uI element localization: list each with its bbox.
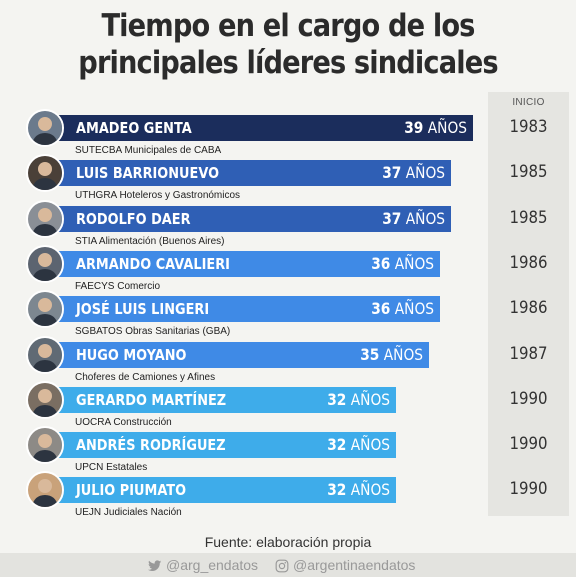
bar-value-label: 36 AÑOS bbox=[371, 251, 434, 277]
twitter-handle[interactable]: @arg_endatos bbox=[148, 557, 258, 573]
bar-value-label: 36 AÑOS bbox=[371, 296, 434, 322]
bar-unit: AÑOS bbox=[346, 480, 391, 500]
bar: GERARDO MARTÍNEZ 32 AÑOS bbox=[46, 386, 397, 413]
inicio-year: 1990 bbox=[509, 479, 548, 500]
union-label: SGBATOS Obras Sanitarias (GBA) bbox=[75, 326, 231, 338]
leader-row: GERARDO MARTÍNEZ 32 AÑOS UOCRA Construcció… bbox=[0, 380, 576, 432]
avatar bbox=[26, 154, 64, 193]
leader-row: AMADEO GENTA 39 AÑOS SUTECBA Municipales d… bbox=[0, 109, 576, 160]
avatar bbox=[26, 335, 64, 374]
bar-unit: AÑOS bbox=[346, 389, 391, 409]
leader-name: AMADEO GENTA bbox=[76, 119, 192, 137]
bar-value-label: 32 AÑOS bbox=[328, 477, 391, 503]
inicio-year: 1990 bbox=[509, 388, 548, 409]
bar-value: 32 bbox=[327, 389, 347, 409]
union-label: FAECYS Comercio bbox=[75, 280, 161, 292]
leader-row: ARMANDO CAVALIERI 36 AÑOS FAECYS Comercio 1… bbox=[0, 244, 576, 296]
bar: JULIO PIUMATO 32 AÑOS bbox=[46, 477, 397, 504]
bar: JOSÉ LUIS LINGERI 36 AÑOS bbox=[46, 296, 441, 323]
instagram-icon bbox=[275, 559, 289, 573]
inicio-year: 1985 bbox=[509, 207, 548, 228]
inicio-year: 1985 bbox=[509, 162, 548, 183]
leader-name: ANDRÉS RODRÍGUEZ bbox=[76, 436, 226, 455]
avatar bbox=[26, 426, 64, 465]
avatar bbox=[26, 199, 64, 238]
bar-unit: AÑOS bbox=[390, 299, 435, 319]
leader-name: ARMANDO CAVALIERI bbox=[76, 254, 230, 273]
leader-name: JOSÉ LUIS LINGERI bbox=[76, 300, 210, 319]
bar: ARMANDO CAVALIERI 36 AÑOS bbox=[46, 250, 441, 277]
union-label: Choferes de Camiones y Afines bbox=[75, 371, 216, 383]
twitter-icon bbox=[148, 560, 162, 572]
bar-unit: AÑOS bbox=[401, 163, 446, 183]
leader-row: HUGO MOYANO 35 AÑOS Choferes de Camiones y… bbox=[0, 335, 576, 387]
bar: ANDRÉS RODRÍGUEZ 32 AÑOS bbox=[46, 432, 397, 459]
bar-value-label: 37 AÑOS bbox=[382, 160, 445, 186]
bar-value-label: 32 AÑOS bbox=[328, 432, 391, 458]
inicio-year: 1986 bbox=[509, 252, 548, 273]
bar-value: 37 bbox=[382, 163, 402, 183]
bar-value-label: 35 AÑOS bbox=[360, 342, 423, 368]
inicio-column bbox=[488, 92, 569, 516]
union-label: UPCN Estatales bbox=[75, 462, 148, 474]
bar-unit: AÑOS bbox=[379, 344, 424, 364]
bar-unit: AÑOS bbox=[401, 208, 446, 228]
bar-value: 36 bbox=[371, 253, 391, 273]
avatar bbox=[26, 471, 64, 510]
bar: RODOLFO DAER 37 AÑOS bbox=[46, 205, 452, 232]
twitter-handle-text: @arg_endatos bbox=[166, 557, 259, 573]
leader-row: LUIS BARRIONUEVO 37 AÑOS UTHGRA Hoteleros … bbox=[0, 154, 576, 205]
union-label: UEJN Judiciales Nación bbox=[75, 507, 182, 519]
chart-title: Tiempo en el cargo de los principales lí… bbox=[35, 8, 542, 82]
inicio-year: 1990 bbox=[509, 434, 548, 455]
bar-value-label: 39 AÑOS bbox=[404, 115, 467, 141]
title-line-1: Tiempo en el cargo de los bbox=[101, 8, 475, 44]
instagram-handle[interactable]: @argentinaendatos bbox=[275, 557, 415, 573]
leader-name: RODOLFO DAER bbox=[76, 209, 191, 228]
inicio-year: 1986 bbox=[509, 298, 548, 319]
leader-name: HUGO MOYANO bbox=[76, 345, 187, 364]
bar-value: 36 bbox=[371, 299, 391, 319]
leader-row: RODOLFO DAER 37 AÑOS STIA Alimentación (Bu… bbox=[0, 199, 576, 251]
avatar bbox=[26, 380, 64, 419]
union-label: SUTECBA Municipales de CABA bbox=[75, 145, 222, 156]
bar-value: 39 bbox=[404, 118, 424, 137]
union-label: STIA Alimentación (Buenos Aires) bbox=[75, 235, 225, 247]
avatar bbox=[26, 290, 64, 329]
bar: AMADEO GENTA 39 AÑOS bbox=[46, 115, 473, 141]
bar-value: 32 bbox=[327, 480, 347, 500]
title-line-2: principales líderes sindicales bbox=[78, 45, 498, 81]
union-label: UOCRA Construcción bbox=[75, 416, 172, 428]
leader-name: GERARDO MARTÍNEZ bbox=[76, 390, 227, 409]
leader-row: JULIO PIUMATO 32 AÑOS UEJN Judiciales Naci… bbox=[0, 471, 576, 522]
bar-value-label: 32 AÑOS bbox=[328, 387, 391, 413]
bar-value: 35 bbox=[360, 344, 380, 364]
bar: HUGO MOYANO 35 AÑOS bbox=[46, 341, 430, 368]
union-label: UTHGRA Hoteleros y Gastronómicos bbox=[75, 190, 241, 202]
leader-name: JULIO PIUMATO bbox=[76, 481, 187, 500]
source-note: Fuente: elaboración propia bbox=[204, 534, 372, 550]
bar-value-label: 37 AÑOS bbox=[382, 206, 445, 232]
instagram-handle-text: @argentinaendatos bbox=[293, 557, 416, 573]
bar-unit: AÑOS bbox=[390, 253, 435, 273]
inicio-header: INICIO bbox=[512, 97, 545, 108]
inicio-year: 1987 bbox=[509, 343, 548, 364]
inicio-year: 1983 bbox=[509, 117, 548, 137]
leader-name: LUIS BARRIONUEVO bbox=[76, 164, 220, 183]
avatar bbox=[26, 109, 64, 147]
leader-row: JOSÉ LUIS LINGERI 36 AÑOS SGBATOS Obras Sa… bbox=[0, 290, 576, 341]
bar: LUIS BARRIONUEVO 37 AÑOS bbox=[46, 160, 452, 187]
leader-row: ANDRÉS RODRÍGUEZ 32 AÑOS UPCN Estatales 199… bbox=[0, 426, 576, 477]
bar-unit: AÑOS bbox=[346, 435, 391, 455]
bar-value: 37 bbox=[382, 208, 402, 228]
footer: @arg_endatos @argentinaendatos bbox=[0, 553, 576, 577]
bar-unit: AÑOS bbox=[423, 118, 467, 137]
bar-value: 32 bbox=[327, 435, 347, 455]
avatar bbox=[26, 244, 64, 283]
